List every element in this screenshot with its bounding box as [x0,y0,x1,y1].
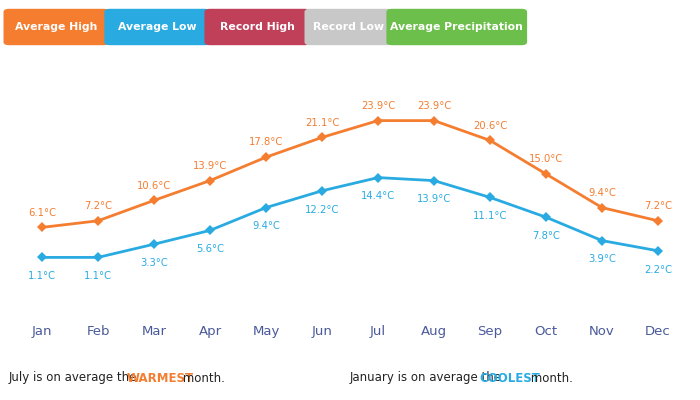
Text: 15.0°C: 15.0°C [529,154,563,164]
Text: 13.9°C: 13.9°C [417,194,451,204]
Text: 13.9°C: 13.9°C [193,161,227,171]
Text: 17.8°C: 17.8°C [249,138,283,148]
Text: 12.2°C: 12.2°C [304,205,340,215]
Text: month.: month. [179,372,225,384]
Text: 7.8°C: 7.8°C [532,231,560,241]
Text: Average Precipitation: Average Precipitation [391,22,523,32]
Text: 9.4°C: 9.4°C [252,222,280,232]
Text: 6.1°C: 6.1°C [28,208,56,218]
Text: January is on average the: January is on average the [350,372,505,384]
Text: 23.9°C: 23.9°C [417,101,451,111]
Text: Average Low: Average Low [118,22,197,32]
Text: WARMEST: WARMEST [127,372,194,384]
Text: July is on average the: July is on average the [9,372,141,384]
Text: 7.2°C: 7.2°C [84,201,112,211]
Text: COOLEST: COOLEST [480,372,540,384]
Text: 7.2°C: 7.2°C [644,201,672,211]
Text: 5.6°C: 5.6°C [196,244,224,254]
Text: 10.6°C: 10.6°C [137,181,171,191]
Text: Record High: Record High [220,22,295,32]
Text: 1.1°C: 1.1°C [28,271,56,281]
Text: 14.4°C: 14.4°C [361,192,395,202]
Text: Average High: Average High [15,22,97,32]
Text: 23.9°C: 23.9°C [361,101,395,111]
Text: month.: month. [527,372,573,384]
Text: 11.1°C: 11.1°C [473,211,508,221]
Text: 21.1°C: 21.1°C [304,118,340,128]
Text: 2.2°C: 2.2°C [644,265,672,275]
Text: 3.3°C: 3.3°C [140,258,168,268]
Text: Record Low: Record Low [313,22,384,32]
Text: 9.4°C: 9.4°C [588,188,616,198]
Text: 20.6°C: 20.6°C [473,121,507,131]
Text: 1.1°C: 1.1°C [84,271,112,281]
Text: 3.9°C: 3.9°C [588,254,616,264]
